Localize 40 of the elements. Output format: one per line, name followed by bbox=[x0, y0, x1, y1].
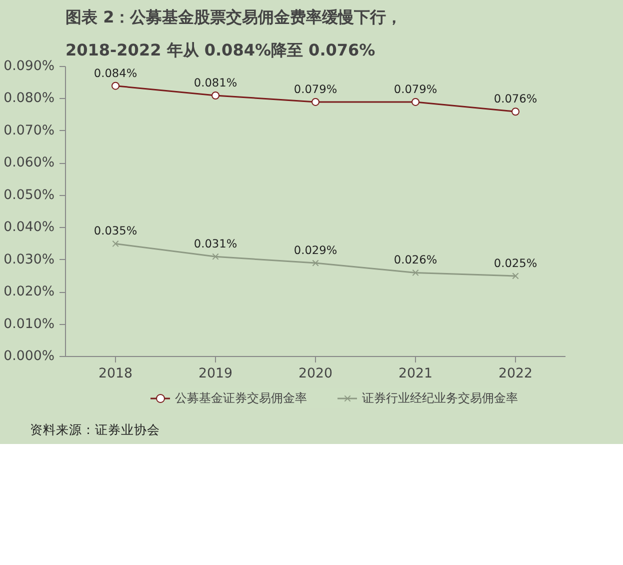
y-tick-label: 0.060% bbox=[4, 156, 55, 171]
x-tick-label: 2020 bbox=[298, 366, 332, 382]
text: 资料来源：证券业协会 bbox=[30, 421, 160, 439]
legend-label: 公募基金证券交易佣金率 bbox=[175, 390, 307, 406]
data-label: 0.026% bbox=[394, 252, 438, 267]
data-label: 0.076% bbox=[494, 92, 538, 106]
point bbox=[112, 82, 120, 90]
data-label: 0.031% bbox=[194, 236, 238, 251]
y-tick-label: 0.050% bbox=[4, 188, 55, 203]
y-tick-label: 0.000% bbox=[4, 349, 55, 364]
y-tick-label: 0.020% bbox=[4, 284, 55, 300]
chart-title: 图表 2：公募基金股票交易佣金费率缓慢下行， bbox=[66, 8, 402, 26]
y-tick-label: 0.070% bbox=[4, 123, 55, 138]
x-tick-label: 2018 bbox=[98, 366, 132, 382]
point bbox=[412, 98, 420, 106]
point bbox=[312, 260, 319, 266]
y-tick-label: 0.090% bbox=[4, 59, 55, 74]
point bbox=[312, 98, 320, 106]
data-label: 0.081% bbox=[194, 76, 238, 90]
data-label: 0.035% bbox=[94, 224, 138, 238]
x-tick-label: 2022 bbox=[498, 366, 532, 382]
data-label: 0.025% bbox=[494, 256, 538, 270]
point bbox=[212, 92, 220, 100]
x-tick-label: 2021 bbox=[398, 366, 432, 382]
data-label: 0.079% bbox=[294, 82, 338, 96]
chart-subtitle: 2018-2022 年从 0.084%降至 0.076% bbox=[66, 40, 376, 60]
x-tick-label: 2019 bbox=[198, 366, 232, 382]
data-label: 0.029% bbox=[294, 243, 338, 258]
y-tick-label: 0.030% bbox=[4, 252, 55, 268]
point bbox=[212, 253, 219, 260]
y-tick-label: 0.040% bbox=[4, 220, 55, 236]
point bbox=[512, 272, 519, 280]
data-label: 0.079% bbox=[394, 82, 438, 96]
y-tick-label: 0.010% bbox=[4, 316, 55, 332]
legend-label: 证券行业经纪业务交易佣金率 bbox=[362, 390, 518, 406]
y-tick-label: 0.080% bbox=[4, 91, 55, 106]
data-label: 0.084% bbox=[94, 66, 138, 80]
point bbox=[512, 108, 520, 116]
point bbox=[112, 240, 119, 248]
point bbox=[412, 269, 419, 276]
